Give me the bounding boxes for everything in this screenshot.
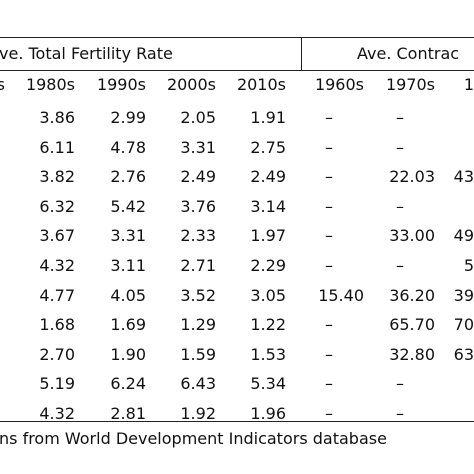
table-cell: – [325, 404, 333, 423]
table-cell: 5.19 [39, 374, 75, 393]
table-cell: – [325, 197, 333, 216]
column-header-5: 1960s [314, 75, 364, 94]
table-cell: 3.86 [39, 108, 75, 127]
table-cell: 6.11 [39, 138, 75, 157]
table-cell: 2.71 [180, 256, 216, 275]
table-cell: 3.14 [250, 197, 286, 216]
table-cell: 1.92 [180, 404, 216, 423]
table-cell: 2.49 [180, 167, 216, 186]
table-cell: 3.82 [39, 167, 75, 186]
table-cell: – [325, 315, 333, 334]
table-cell: 1.96 [250, 404, 286, 423]
table-cell: – [325, 108, 333, 127]
table-cell: 1.69 [110, 315, 146, 334]
table-cell: – [396, 108, 404, 127]
table-bottom-rule [0, 421, 474, 422]
table-cell: 4.78 [110, 138, 146, 157]
table-cell: 2.29 [250, 256, 286, 275]
column-header-1: 1980s [25, 75, 75, 94]
table-cell: 3.31 [180, 138, 216, 157]
fertility-group-header: ve. Total Fertility Rate [0, 44, 173, 63]
table-cell: 3.11 [110, 256, 146, 275]
table-cell: – [325, 374, 333, 393]
table-cell: – [325, 226, 333, 245]
column-header-4: 2010s [236, 75, 286, 94]
table-cell: – [396, 138, 404, 157]
table-cell: 1.59 [180, 345, 216, 364]
table-cell: 4.05 [110, 286, 146, 305]
table-cell: 3.67 [39, 226, 75, 245]
table-cell: – [325, 138, 333, 157]
table-cell: 6.32 [39, 197, 75, 216]
table-cell: – [325, 256, 333, 275]
table-cell: 2.75 [250, 138, 286, 157]
table-cell: 3.05 [250, 286, 286, 305]
table-cell: 33.00 [389, 226, 435, 245]
table-cell: – [325, 345, 333, 364]
table-cell: 49 [453, 226, 474, 245]
table-cell: 63 [453, 345, 474, 364]
source-note: ns from World Development Indicators dat… [0, 429, 387, 448]
table-cell: – [396, 197, 404, 216]
table-cell: 15.40 [318, 286, 364, 305]
header-divider-rule [0, 70, 474, 71]
contraceptive-group-header: Ave. Contrac [357, 44, 460, 63]
table-cell: 1.90 [110, 345, 146, 364]
table-cell: 2.81 [110, 404, 146, 423]
table-cell: 4.77 [39, 286, 75, 305]
table-cell: – [396, 374, 404, 393]
table-cell: 2.33 [180, 226, 216, 245]
table-cell: 2.99 [110, 108, 146, 127]
table-cell: 1.29 [180, 315, 216, 334]
table-cell: 3.52 [180, 286, 216, 305]
table-cell: 2.49 [250, 167, 286, 186]
table-cell: 5 [463, 256, 474, 275]
table-cell: 4.32 [39, 404, 75, 423]
table-cell: 5.34 [250, 374, 286, 393]
table-top-rule [0, 37, 474, 38]
table-cell: 22.03 [389, 167, 435, 186]
table-cell: 1.97 [250, 226, 286, 245]
table-cell: 1.53 [250, 345, 286, 364]
table-cell: 5.42 [110, 197, 146, 216]
table-cell: 1.91 [250, 108, 286, 127]
table-cell: 4.32 [39, 256, 75, 275]
table-cell: 2.76 [110, 167, 146, 186]
table-cell: 1.68 [39, 315, 75, 334]
table-cell: 70 [453, 315, 474, 334]
table-cell: 2.05 [180, 108, 216, 127]
table-cell: 36.20 [389, 286, 435, 305]
table-cell: 65.70 [389, 315, 435, 334]
column-header-6: 1970s [385, 75, 435, 94]
column-header-0: s [0, 75, 5, 94]
table-cell: – [325, 167, 333, 186]
table-cell: 2.70 [39, 345, 75, 364]
table-cell: 6.43 [180, 374, 216, 393]
table-cell: – [396, 256, 404, 275]
table-cell: 3.31 [110, 226, 146, 245]
column-header-2: 1990s [96, 75, 146, 94]
table-cell: 6.24 [110, 374, 146, 393]
table-cell: – [396, 404, 404, 423]
column-header-7: 1 [463, 75, 474, 94]
group-separator-rule [301, 37, 302, 70]
table-cell: 32.80 [389, 345, 435, 364]
table-cell: 39 [453, 286, 474, 305]
table-cell: 43 [453, 167, 474, 186]
column-header-3: 2000s [166, 75, 216, 94]
table-cell: 3.76 [180, 197, 216, 216]
table-cell: 1.22 [250, 315, 286, 334]
